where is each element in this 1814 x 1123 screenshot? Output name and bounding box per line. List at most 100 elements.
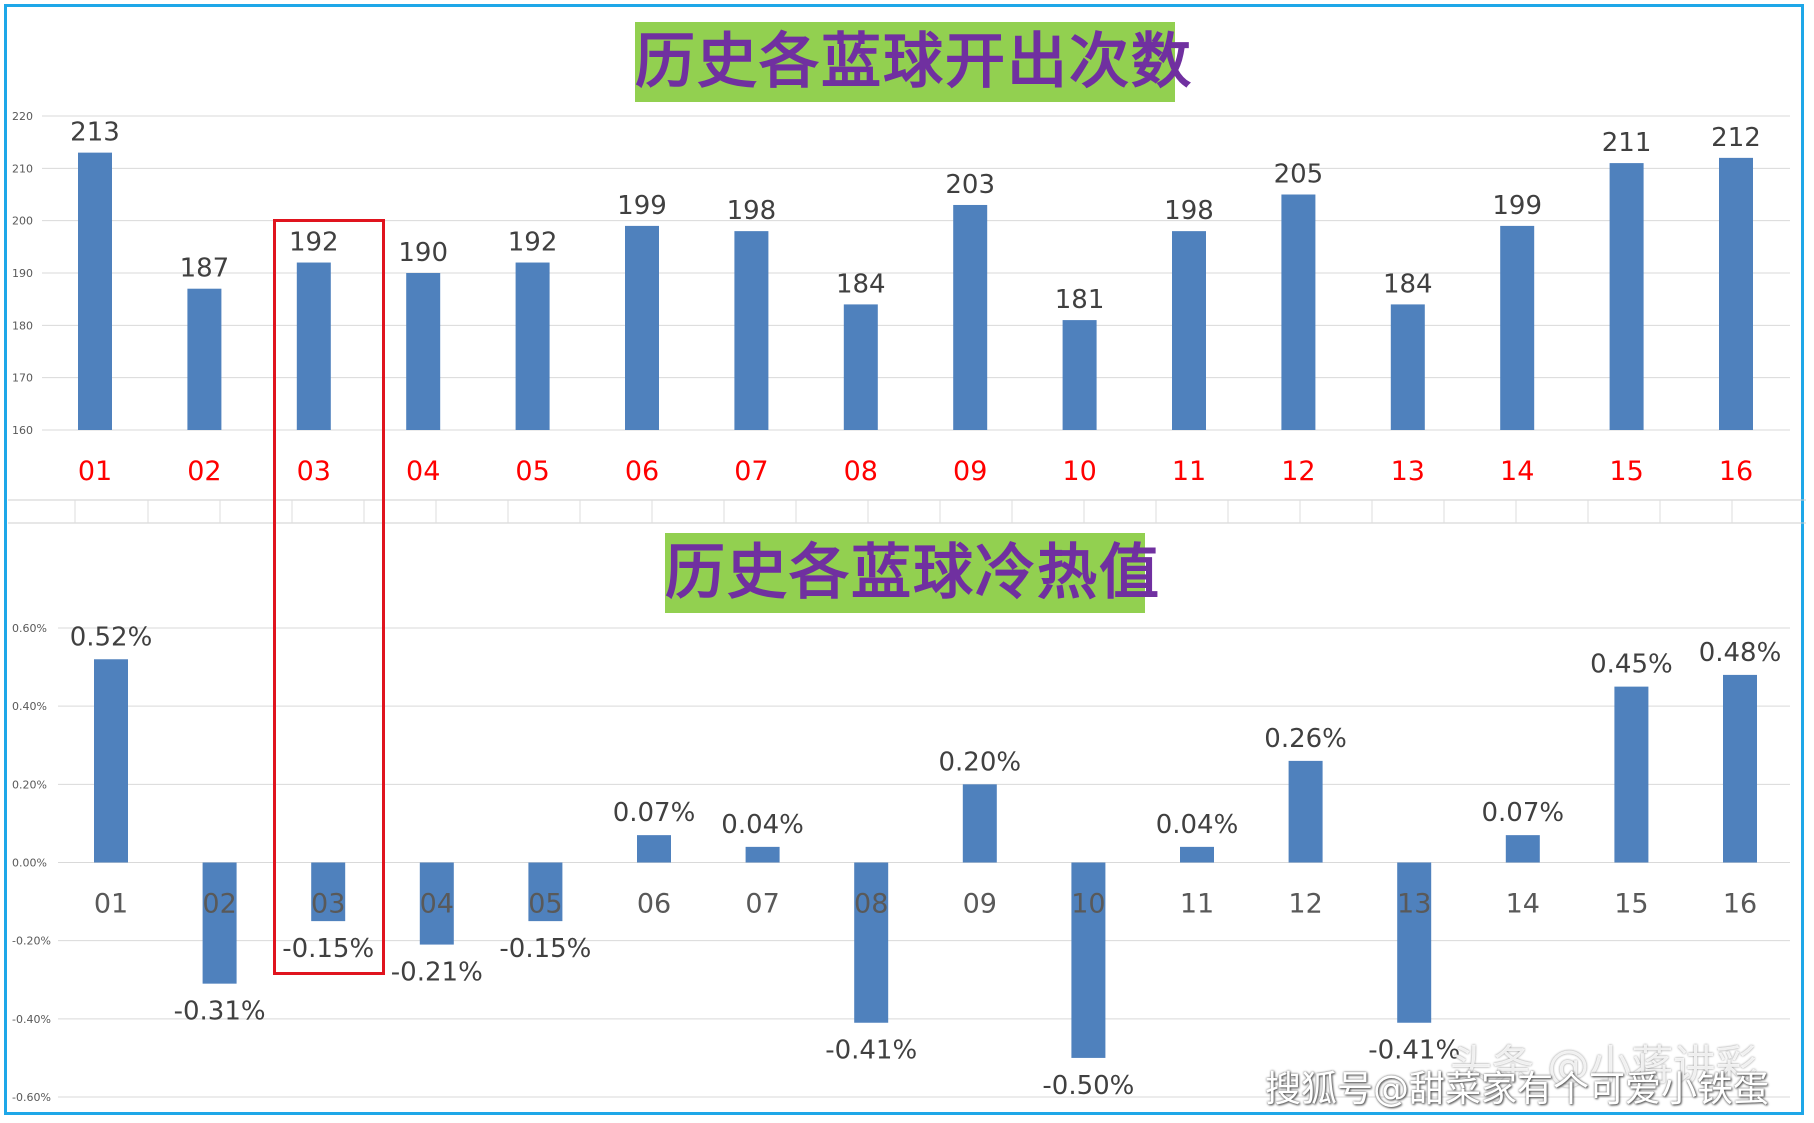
bottom-bar-14 xyxy=(1505,835,1540,863)
top-y-tick-label: 210 xyxy=(12,162,33,175)
bottom-category-label-05: 05 xyxy=(528,889,562,920)
top-bar-15 xyxy=(1609,163,1644,430)
top-data-label-14: 199 xyxy=(1492,191,1542,221)
top-category-label-02: 02 xyxy=(187,456,221,487)
bottom-bar-03 xyxy=(311,862,346,922)
bottom-data-label-12: 0.26% xyxy=(1264,724,1347,754)
top-data-label-12: 205 xyxy=(1274,160,1324,190)
top-data-label-02: 187 xyxy=(180,254,230,284)
top-chart-title: 历史各蓝球开出次数 xyxy=(635,22,1191,102)
top-bar-16 xyxy=(1719,157,1753,430)
bottom-bar-09 xyxy=(962,784,997,863)
bottom-category-label-12: 12 xyxy=(1288,889,1322,920)
top-category-label-06: 06 xyxy=(625,456,659,487)
top-bar-08 xyxy=(843,304,878,430)
top-bar-02 xyxy=(187,288,222,430)
bottom-category-label-08: 08 xyxy=(854,889,888,920)
bottom-category-label-02: 02 xyxy=(202,889,236,920)
top-category-label-15: 15 xyxy=(1609,456,1643,487)
bottom-category-label-04: 04 xyxy=(420,889,454,920)
top-bar-11 xyxy=(1172,231,1206,430)
top-category-label-16: 16 xyxy=(1719,456,1753,487)
top-data-label-06: 199 xyxy=(617,191,667,221)
top-category-label-01: 01 xyxy=(78,456,112,487)
bottom-bar-15 xyxy=(1614,686,1649,863)
bottom-data-label-13: -0.41% xyxy=(1368,1036,1460,1066)
top-bar-04 xyxy=(406,273,441,430)
bottom-data-label-07: 0.04% xyxy=(721,810,804,840)
bottom-category-label-13: 13 xyxy=(1397,889,1431,920)
bottom-category-label-06: 06 xyxy=(637,889,671,920)
top-category-label-05: 05 xyxy=(515,456,549,487)
top-y-tick-label: 170 xyxy=(12,372,33,385)
top-category-label-04: 04 xyxy=(406,456,440,487)
bottom-category-label-09: 09 xyxy=(963,889,997,920)
bottom-category-label-10: 10 xyxy=(1071,889,1105,920)
bottom-data-label-04: -0.21% xyxy=(391,958,483,988)
bottom-data-label-10: -0.50% xyxy=(1042,1071,1134,1101)
top-data-label-01: 213 xyxy=(70,118,120,148)
top-data-label-11: 198 xyxy=(1164,196,1214,226)
bottom-y-tick-label: -0.40% xyxy=(12,1013,51,1026)
bottom-y-tick-label: -0.60% xyxy=(12,1091,51,1104)
bottom-bar-13 xyxy=(1397,862,1432,1023)
top-data-label-04: 190 xyxy=(398,238,448,268)
bottom-y-tick-label: 0.40% xyxy=(12,700,47,713)
top-bar-07 xyxy=(734,231,769,430)
top-y-tick-label: 220 xyxy=(12,110,33,123)
bottom-bar-chart: -0.60% -0.40% -0.20% 0.00% 0.20% 0.40% 0.60% 0.… xyxy=(12,622,1790,1104)
bottom-bar-12 xyxy=(1288,760,1323,863)
top-data-label-03: 192 xyxy=(289,228,339,258)
bottom-data-label-16: 0.48% xyxy=(1699,638,1782,668)
top-bar-06 xyxy=(625,225,659,430)
bottom-bar-11 xyxy=(1180,846,1214,863)
bottom-y-tick-label: 0.00% xyxy=(12,857,47,870)
bottom-data-label-09: 0.20% xyxy=(938,747,1021,777)
bottom-bar-02 xyxy=(202,862,237,984)
bottom-y-tick-label: 0.60% xyxy=(12,622,47,635)
top-bar-03 xyxy=(296,262,331,430)
bottom-bar-01 xyxy=(94,659,128,863)
bottom-data-label-15: 0.45% xyxy=(1590,650,1673,680)
top-bar-chart: 160 170 180 190 200 210 220 213 01 187 02 192 03 190 0… xyxy=(12,110,1790,487)
highlight-box-03 xyxy=(273,219,385,975)
top-bar-14 xyxy=(1500,225,1535,430)
bottom-bar-08 xyxy=(854,862,889,1023)
top-y-tick-label: 180 xyxy=(12,319,33,332)
top-category-label-11: 11 xyxy=(1172,456,1206,487)
top-bar-13 xyxy=(1390,304,1425,430)
top-data-label-08: 184 xyxy=(836,269,886,299)
bottom-bar-06 xyxy=(637,835,671,863)
top-bar-09 xyxy=(953,204,988,430)
top-data-label-09: 203 xyxy=(945,170,995,200)
bottom-data-label-03: -0.15% xyxy=(282,934,374,964)
top-data-label-07: 198 xyxy=(727,196,777,226)
bottom-data-label-08: -0.41% xyxy=(825,1036,917,1066)
top-y-tick-label: 200 xyxy=(12,215,33,228)
bottom-bar-07 xyxy=(745,846,780,863)
bottom-data-label-05: -0.15% xyxy=(499,934,591,964)
top-bar-05 xyxy=(515,262,550,430)
top-bar-10 xyxy=(1062,320,1097,430)
spreadsheet-separator-lines xyxy=(8,499,1806,524)
bottom-y-tick-label: -0.20% xyxy=(12,935,51,948)
top-category-label-03: 03 xyxy=(297,456,331,487)
bottom-chart-title: 历史各蓝球冷热值 xyxy=(665,533,1159,613)
top-category-label-12: 12 xyxy=(1281,456,1315,487)
top-y-tick-label: 160 xyxy=(12,424,33,437)
bottom-data-label-14: 0.07% xyxy=(1481,798,1564,828)
bottom-bar-10 xyxy=(1071,862,1106,1058)
watermark-primary: 搜狐号@甜菜家有个可爱小铁蛋 xyxy=(1265,1069,1770,1110)
bottom-category-label-11: 11 xyxy=(1180,889,1214,920)
top-y-tick-label: 190 xyxy=(12,267,33,280)
bottom-data-label-02: -0.31% xyxy=(174,997,266,1027)
top-bar-01 xyxy=(78,152,112,430)
bottom-y-tick-label: 0.20% xyxy=(12,778,47,791)
bottom-category-label-16: 16 xyxy=(1723,889,1757,920)
bottom-bar-05 xyxy=(528,862,563,922)
bottom-data-label-06: 0.07% xyxy=(613,798,696,828)
top-category-label-10: 10 xyxy=(1062,456,1096,487)
bottom-category-label-07: 07 xyxy=(745,889,779,920)
top-category-label-07: 07 xyxy=(734,456,768,487)
